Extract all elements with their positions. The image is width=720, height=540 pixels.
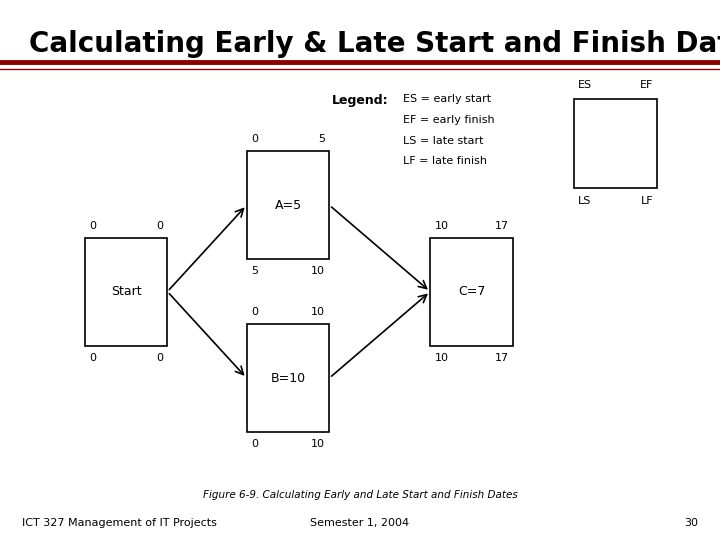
Text: LS = late start: LS = late start: [403, 136, 484, 146]
Bar: [85, 238, 167, 346]
Bar: [575, 98, 657, 188]
Text: ICT 327 Management of IT Projects: ICT 327 Management of IT Projects: [22, 518, 217, 528]
Bar: [246, 151, 330, 259]
Text: Legend:: Legend:: [332, 94, 389, 107]
Text: Figure 6-9. Calculating Early and Late Start and Finish Dates: Figure 6-9. Calculating Early and Late S…: [202, 489, 518, 500]
Text: 10: 10: [311, 266, 325, 276]
Text: Semester 1, 2004: Semester 1, 2004: [310, 518, 410, 528]
Text: LF: LF: [641, 195, 654, 206]
Text: C=7: C=7: [458, 285, 485, 298]
Text: 0: 0: [251, 439, 258, 449]
Text: 10: 10: [435, 353, 449, 363]
Text: ES = early start: ES = early start: [403, 94, 491, 105]
Text: 0: 0: [251, 307, 258, 317]
Text: 30: 30: [685, 518, 698, 528]
Text: 10: 10: [311, 439, 325, 449]
Text: A=5: A=5: [274, 199, 302, 212]
Text: 0: 0: [156, 220, 163, 231]
Text: 0: 0: [156, 353, 163, 363]
Text: 17: 17: [495, 220, 508, 231]
Text: 0: 0: [89, 220, 96, 231]
Text: LF = late finish: LF = late finish: [403, 156, 487, 166]
Text: 0: 0: [251, 134, 258, 144]
Text: Start: Start: [111, 285, 141, 298]
Text: B=10: B=10: [271, 372, 305, 384]
Text: EF: EF: [640, 80, 654, 90]
Text: Calculating Early & Late Start and Finish Dates: Calculating Early & Late Start and Finis…: [29, 30, 720, 58]
Text: 5: 5: [318, 134, 325, 144]
Text: 17: 17: [495, 353, 508, 363]
Text: 10: 10: [311, 307, 325, 317]
Bar: [246, 324, 330, 432]
Bar: [431, 238, 513, 346]
Text: ES: ES: [577, 80, 592, 90]
Text: EF = early finish: EF = early finish: [403, 115, 495, 125]
Text: LS: LS: [577, 195, 591, 206]
Text: 0: 0: [89, 353, 96, 363]
Text: 10: 10: [435, 220, 449, 231]
Text: 5: 5: [251, 266, 258, 276]
